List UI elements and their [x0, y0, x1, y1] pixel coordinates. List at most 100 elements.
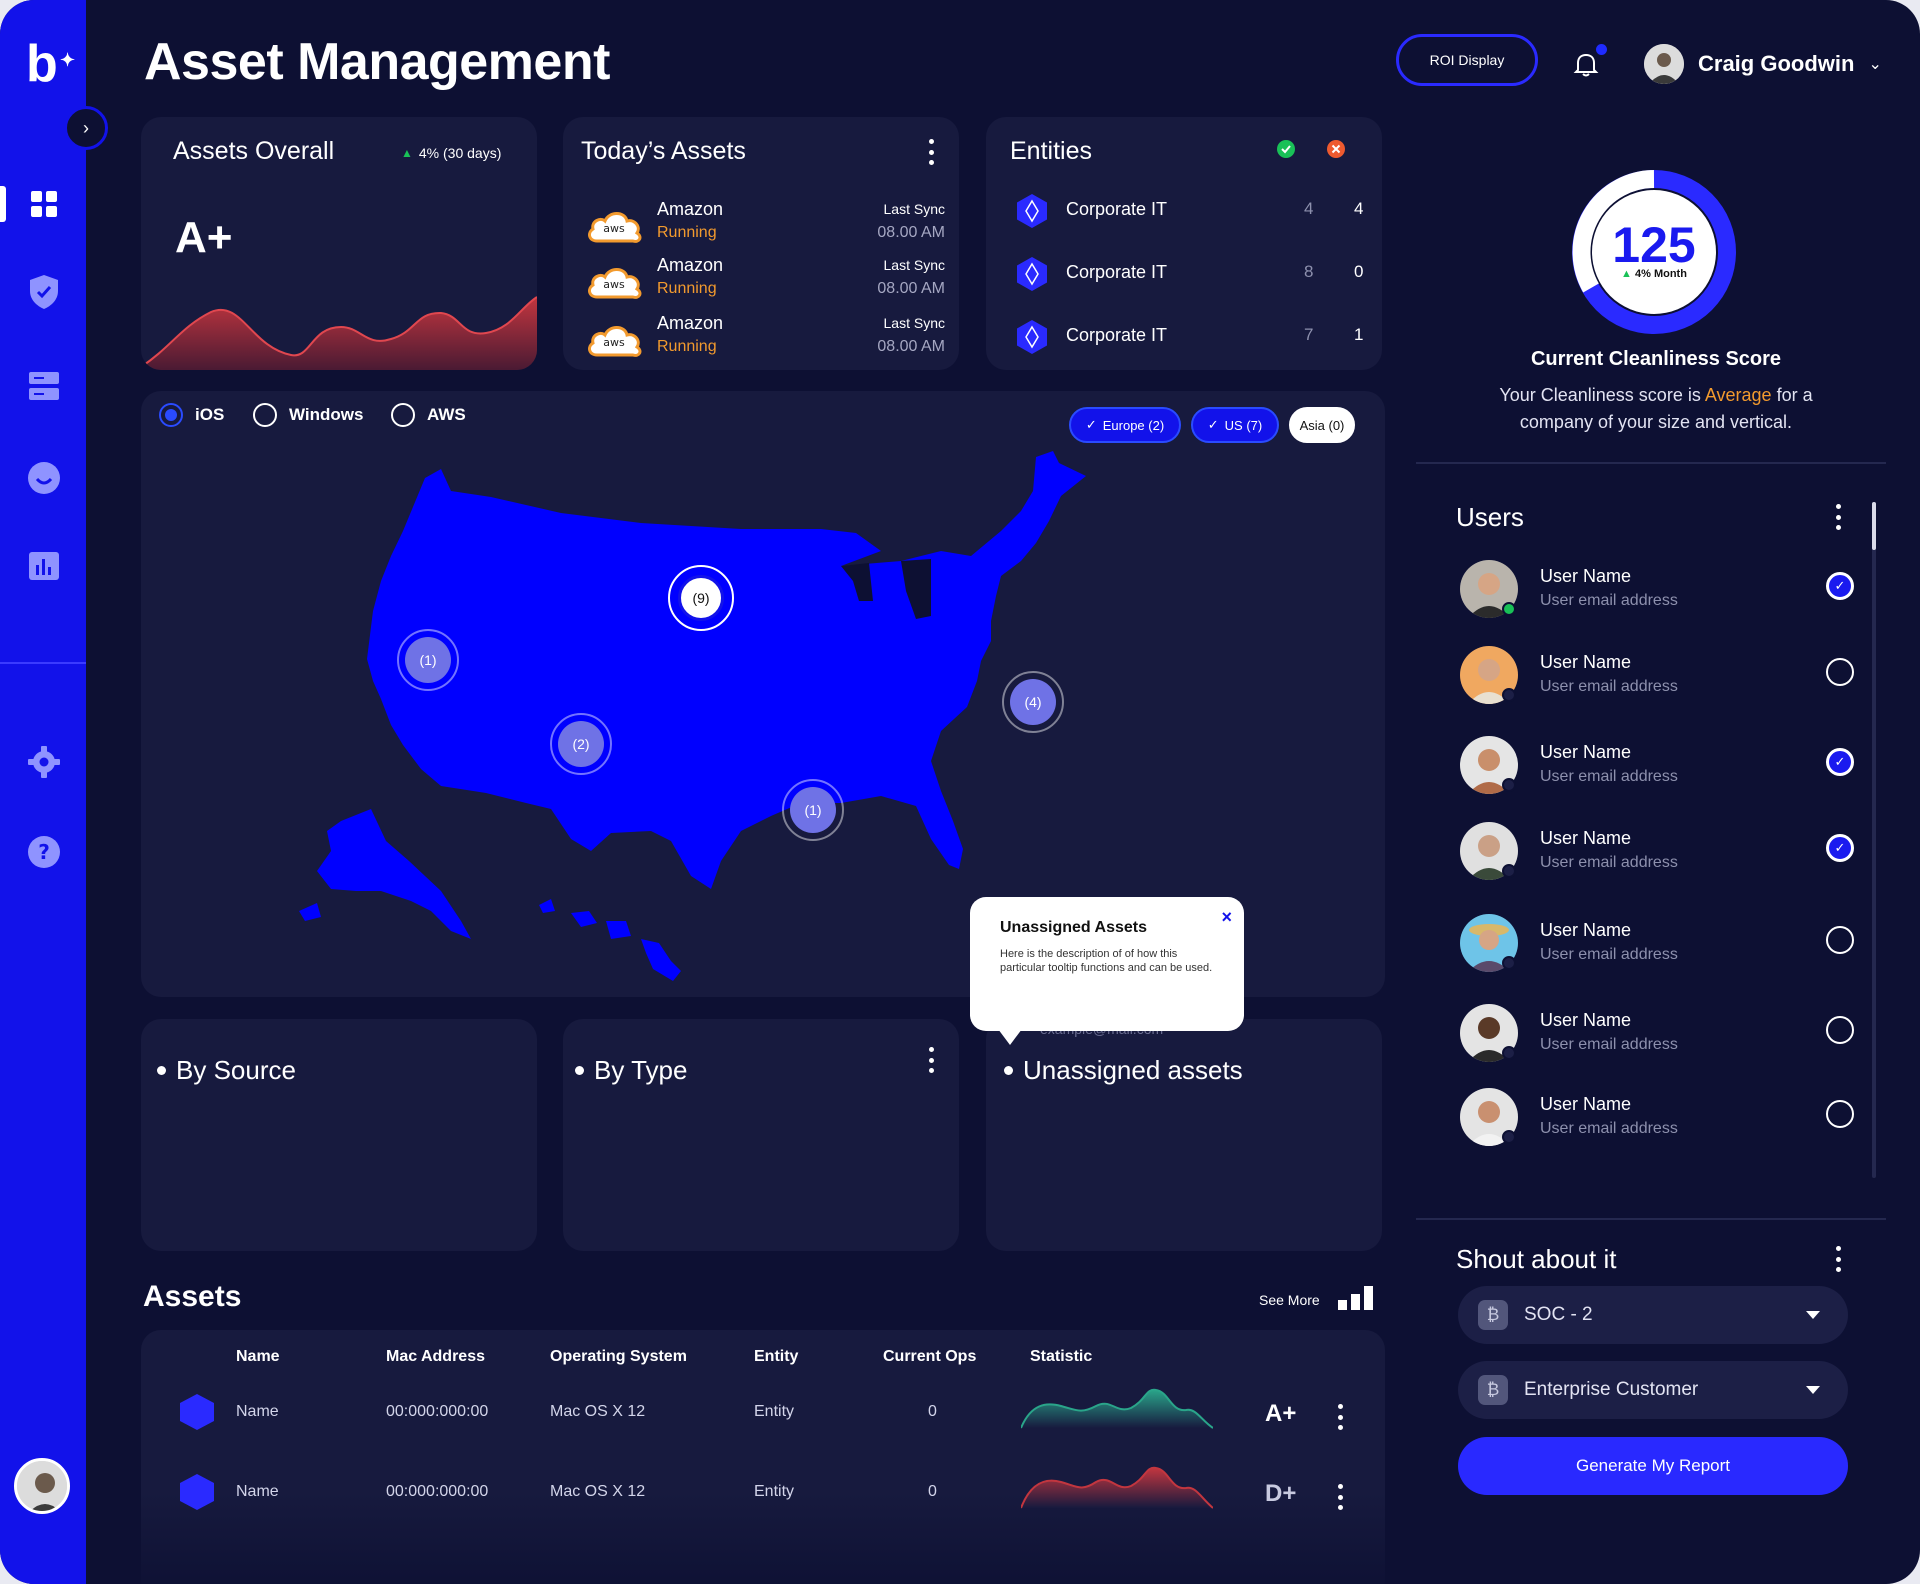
sync-label: Last Sync	[883, 201, 945, 217]
user-row[interactable]: User Name User email address	[1460, 912, 1860, 976]
list-item[interactable]: aws Amazon Running Last Sync 08.00 AM	[585, 199, 945, 249]
bitcoin-icon: ₿	[1478, 1300, 1508, 1330]
more-options-button[interactable]	[926, 139, 936, 165]
profile-avatar[interactable]	[14, 1458, 70, 1514]
user-checkbox[interactable]: ✓	[1826, 748, 1854, 776]
radio-windows[interactable]: Windows	[253, 403, 363, 427]
aws-cloud-icon: aws	[588, 268, 642, 299]
filter-chip-europe[interactable]: ✓ Europe (2)	[1069, 407, 1181, 443]
user-checkbox[interactable]: ✓	[1826, 834, 1854, 862]
check-icon: ✓	[1834, 754, 1846, 769]
smile-icon[interactable]	[26, 460, 62, 496]
user-row[interactable]: User Name User email address ✓	[1460, 820, 1860, 884]
help-icon[interactable]: ?	[26, 834, 62, 870]
scrollbar-thumb[interactable]	[1872, 502, 1876, 550]
bell-icon[interactable]	[1572, 50, 1600, 78]
offline-status	[1502, 778, 1516, 792]
map-cluster[interactable]: (1)	[397, 629, 459, 691]
entity-row[interactable]: Corporate IT 7 1	[1014, 315, 1364, 359]
scrollbar-track[interactable]	[1872, 502, 1876, 1178]
certification-select[interactable]: ₿ SOC - 2	[1458, 1286, 1848, 1344]
sidebar-divider	[0, 662, 86, 664]
chevron-right-icon: ›	[83, 117, 89, 138]
card-title: Entities	[1010, 137, 1092, 165]
svg-text:?: ?	[38, 840, 50, 864]
entity-row[interactable]: Corporate IT 8 0	[1014, 252, 1364, 296]
entity-count-a: 8	[1304, 262, 1314, 281]
chevron-down-icon: ⌄	[1868, 56, 1882, 73]
entity-count-a: 7	[1304, 325, 1314, 344]
user-checkbox[interactable]	[1826, 926, 1854, 954]
check-icon: ✓	[1207, 417, 1219, 432]
statistic-sparkline	[1021, 1466, 1213, 1509]
score-change: ▲ 4% Month	[1621, 268, 1687, 280]
user-avatar	[1644, 44, 1684, 84]
column-header[interactable]: Operating System	[550, 1348, 687, 1365]
sync-label: Last Sync	[883, 315, 945, 331]
close-icon[interactable]: ×	[1221, 907, 1232, 927]
check-circle-icon[interactable]	[1276, 139, 1296, 159]
sync-label: Last Sync	[883, 257, 945, 273]
customer-type-select[interactable]: ₿ Enterprise Customer	[1458, 1361, 1848, 1419]
radio-aws[interactable]: AWS	[391, 403, 466, 427]
caret-down-icon	[1806, 1311, 1820, 1319]
column-header[interactable]: Entity	[754, 1348, 799, 1365]
user-row[interactable]: User Name User email address ✓	[1460, 558, 1860, 622]
roi-display-button[interactable]: ROI Display	[1396, 34, 1538, 86]
column-header[interactable]: Mac Address	[386, 1348, 485, 1365]
brand-logo[interactable]: b ✦	[26, 35, 76, 93]
offline-status	[1502, 1046, 1516, 1060]
user-menu[interactable]: Craig Goodwin ⌄	[1644, 44, 1882, 84]
bar-chart-icon[interactable]	[1338, 1286, 1374, 1310]
user-row[interactable]: User Name User email address	[1460, 1086, 1860, 1150]
user-row[interactable]: User Name User email address ✓	[1460, 734, 1860, 798]
map-cluster[interactable]: (4)	[1002, 671, 1064, 733]
shield-icon[interactable]	[26, 274, 62, 310]
chart-icon[interactable]	[26, 548, 62, 584]
svg-text:aws: aws	[603, 222, 625, 235]
close-circle-icon[interactable]	[1326, 139, 1346, 159]
user-row[interactable]: User Name User email address	[1460, 644, 1860, 708]
svg-text:aws: aws	[603, 336, 625, 349]
see-more-link[interactable]: See More	[1259, 1292, 1320, 1308]
entity-name: Corporate IT	[1066, 199, 1168, 219]
entity-count-b: 4	[1354, 199, 1364, 218]
statistic-sparkline	[1021, 1388, 1213, 1429]
entity-count-b: 1	[1354, 325, 1364, 344]
settings-icon[interactable]	[26, 744, 62, 780]
user-checkbox[interactable]: ✓	[1826, 572, 1854, 600]
row-options-button[interactable]	[1335, 1484, 1345, 1510]
map-cluster[interactable]: (1)	[782, 779, 844, 841]
radio-circle	[253, 403, 277, 427]
more-options-button[interactable]	[1833, 504, 1843, 530]
row-options-button[interactable]	[1335, 1404, 1345, 1430]
filter-chip-us[interactable]: ✓ US (7)	[1191, 407, 1279, 443]
check-icon: ✓	[1834, 578, 1846, 593]
map-cluster[interactable]: (9)	[668, 565, 734, 631]
card-title: Today’s Assets	[581, 137, 746, 165]
user-checkbox[interactable]	[1826, 1100, 1854, 1128]
column-header[interactable]: Name	[236, 1348, 280, 1365]
more-options-button[interactable]	[926, 1047, 936, 1073]
map-cluster[interactable]: (2)	[550, 713, 612, 775]
radio-ios[interactable]: iOS	[159, 403, 224, 427]
server-icon[interactable]	[26, 368, 62, 404]
user-checkbox[interactable]	[1826, 1016, 1854, 1044]
users-title: Users	[1456, 502, 1524, 532]
card-title: By Type	[575, 1055, 687, 1086]
user-checkbox[interactable]	[1826, 658, 1854, 686]
offline-status	[1502, 1130, 1516, 1144]
dashboard-icon[interactable]	[26, 186, 62, 222]
sidebar-toggle-button[interactable]: ›	[64, 106, 108, 150]
list-item[interactable]: aws Amazon Running Last Sync 08.00 AM	[585, 313, 945, 363]
filter-chip-asia[interactable]: Asia (0)	[1289, 407, 1355, 443]
more-options-button[interactable]	[1833, 1246, 1843, 1272]
entity-row[interactable]: Corporate IT 4 4	[1014, 189, 1364, 233]
generate-report-button[interactable]: Generate My Report	[1458, 1437, 1848, 1495]
entities-card: Entities Corporate IT 4 4 Corporate IT 8…	[986, 117, 1382, 370]
user-row[interactable]: User Name User email address	[1460, 1002, 1860, 1066]
todays-assets-card: Today’s Assets aws Amazon Running Last S…	[563, 117, 959, 370]
column-header[interactable]: Current Ops	[883, 1348, 977, 1365]
column-header[interactable]: Statistic	[1030, 1348, 1093, 1365]
list-item[interactable]: aws Amazon Running Last Sync 08.00 AM	[585, 255, 945, 305]
